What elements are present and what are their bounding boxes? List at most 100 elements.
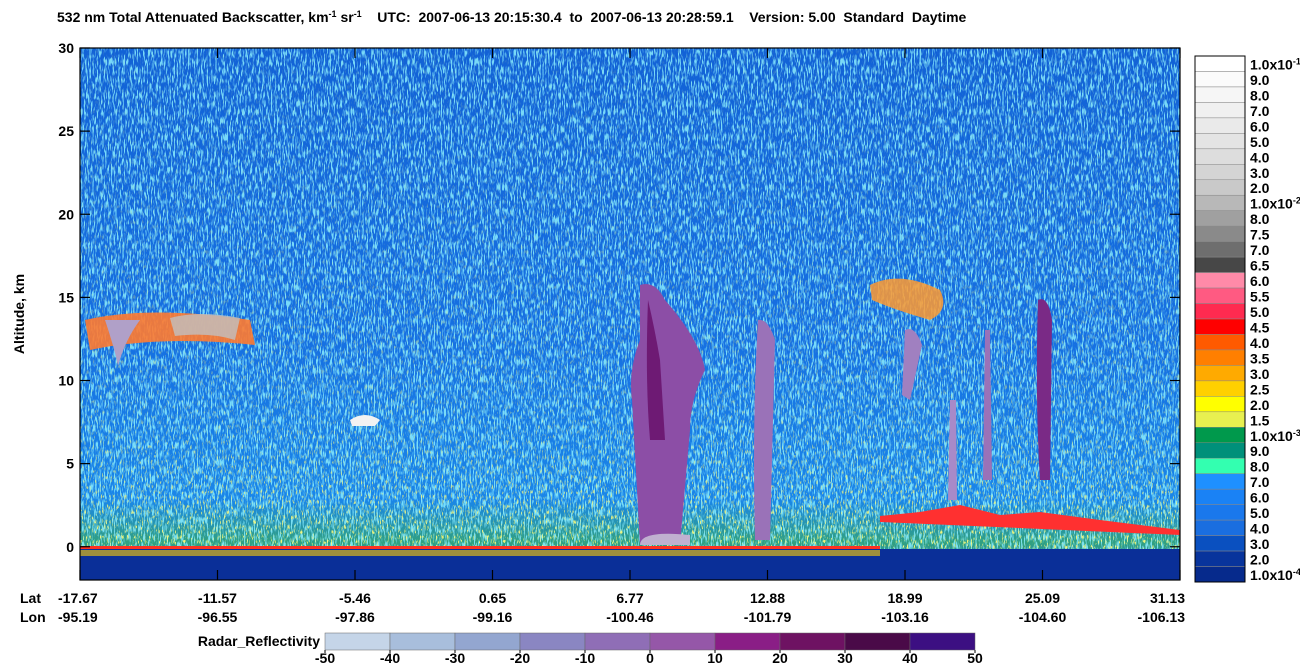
colorbar-label-text: 4.0	[1250, 335, 1270, 351]
colorbar-label-text: 1.0x10	[1250, 56, 1293, 72]
title-part: 532 nm Total Attenuated Backscatter, km	[57, 9, 329, 25]
lon-tick-label: -95.19	[58, 609, 98, 625]
colorbar-swatch	[1194, 396, 1246, 413]
y-tick-label: 15	[58, 289, 74, 305]
colorbar-label-text: 8.0	[1250, 459, 1270, 475]
colorbar-swatch	[1194, 473, 1246, 490]
lat-tick-label: 18.99	[887, 590, 922, 606]
colorbar-label-text: 5.0	[1250, 304, 1270, 320]
title-part: UTC: 2007-06-13 20:15:30.4 to 2007-06-13…	[362, 9, 967, 25]
colorbar-label-text: 1.0x10	[1250, 196, 1293, 212]
backscatter-image	[80, 48, 1180, 580]
colorbar-label-text: 5.5	[1250, 289, 1270, 305]
colorbar-label-text: 8.0	[1250, 87, 1270, 103]
colorbar-label-text: 3.0	[1250, 536, 1270, 552]
colorbar-label-text: 7.0	[1250, 474, 1270, 490]
colorbar-label-text: 3.5	[1250, 350, 1270, 366]
colorbar-label-text: 4.0	[1250, 521, 1270, 537]
colorbar-swatch	[1194, 102, 1246, 119]
colorbar-label-text: 6.0	[1250, 490, 1270, 506]
colorbar-label: 6.0	[1250, 273, 1270, 289]
colorbar-label: 8.0	[1250, 211, 1270, 227]
radar-tick-label: -30	[445, 650, 465, 666]
colorbar-swatch	[1194, 488, 1246, 505]
colorbar-label-text: 2.0	[1250, 180, 1270, 196]
y-tick-label: 30	[58, 40, 74, 56]
colorbar-label: 4.0	[1250, 149, 1270, 165]
colorbar-label-exp: -3	[1293, 428, 1300, 438]
colorbar-swatch	[1194, 225, 1246, 242]
lat-tick-label: -17.67	[58, 590, 98, 606]
radar-tick-label: -20	[510, 650, 530, 666]
title-superscript: -1	[329, 9, 337, 19]
radar-swatch	[909, 632, 976, 651]
radar-tick-label: 40	[902, 650, 918, 666]
colorbar-label-text: 9.0	[1250, 72, 1270, 88]
colorbar-label-text: 2.0	[1250, 552, 1270, 568]
radar-swatch	[649, 632, 716, 651]
colorbar-label-text: 1.0x10	[1250, 567, 1293, 583]
lon-tick-label: -101.79	[744, 609, 792, 625]
colorbar-label: 2.5	[1250, 381, 1270, 397]
colorbar-swatch	[1194, 133, 1246, 150]
colorbar-label: 9.0	[1250, 443, 1270, 459]
colorbar-label-text: 3.0	[1250, 165, 1270, 181]
radar-swatch	[779, 632, 846, 651]
colorbar-label: 7.0	[1250, 242, 1270, 258]
colorbar-label-text: 9.0	[1250, 443, 1270, 459]
colorbar-swatch	[1194, 164, 1246, 181]
radar-tick-label: 30	[837, 650, 853, 666]
colorbar-label-text: 2.0	[1250, 397, 1270, 413]
lat-tick-label: 12.88	[750, 590, 785, 606]
colorbar-swatch	[1194, 194, 1246, 211]
colorbar-swatch	[1194, 442, 1246, 459]
colorbar-swatch	[1194, 117, 1246, 134]
chart-title: 532 nm Total Attenuated Backscatter, km-…	[57, 9, 967, 25]
colorbar-label: 3.5	[1250, 350, 1270, 366]
radar-colorbar-label: Radar_Reflectivity	[198, 633, 320, 649]
colorbar-swatch	[1194, 272, 1246, 289]
colorbar-label: 3.0	[1250, 366, 1270, 382]
lat-tick-label: 0.65	[479, 590, 506, 606]
radar-tick-label: 20	[772, 650, 788, 666]
y-tick-label: 10	[58, 373, 74, 389]
colorbar-swatch	[1194, 566, 1246, 583]
colorbar-label: 8.0	[1250, 87, 1270, 103]
colorbar-swatch	[1194, 148, 1246, 165]
colorbar-label: 6.0	[1250, 490, 1270, 506]
y-tick-label: 0	[66, 539, 74, 555]
colorbar-label-exp: -4	[1293, 567, 1300, 577]
colorbar-frame	[1194, 55, 1246, 583]
colorbar-label-text: 8.0	[1250, 211, 1270, 227]
colorbar-label: 2.0	[1250, 397, 1270, 413]
colorbar-label: 5.0	[1250, 134, 1270, 150]
colorbar-swatch	[1194, 535, 1246, 552]
colorbar-label-text: 7.0	[1250, 103, 1270, 119]
colorbar-swatch	[1194, 365, 1246, 382]
colorbar-label: 4.0	[1250, 335, 1270, 351]
colorbar-swatch	[1194, 427, 1246, 444]
colorbar-label-exp: -1	[1293, 56, 1300, 66]
radar-swatch	[454, 632, 521, 651]
colorbar-label: 1.0x10-3	[1250, 428, 1300, 444]
radar-tick-label: 50	[967, 650, 983, 666]
colorbar-swatch	[1194, 86, 1246, 103]
colorbar-swatch	[1194, 256, 1246, 273]
y-tick-label: 20	[58, 206, 74, 222]
radar-swatch	[584, 632, 651, 651]
colorbar-swatch	[1194, 179, 1246, 196]
colorbar-swatch	[1194, 349, 1246, 366]
lon-tick-label: -96.55	[198, 609, 238, 625]
radar-swatch	[844, 632, 911, 651]
lon-tick-label: -104.60	[1019, 609, 1067, 625]
colorbar-label-text: 6.0	[1250, 118, 1270, 134]
colorbar-label-text: 7.0	[1250, 242, 1270, 258]
radar-tick-label: -50	[315, 650, 335, 666]
y-tick-label: 5	[66, 456, 74, 472]
lat-tick-label: 25.09	[1025, 590, 1060, 606]
lon-tick-label: -100.46	[606, 609, 654, 625]
colorbar-label: 4.0	[1250, 521, 1270, 537]
x-row-label: Lon	[20, 609, 46, 625]
colorbar-label-text: 5.0	[1250, 505, 1270, 521]
